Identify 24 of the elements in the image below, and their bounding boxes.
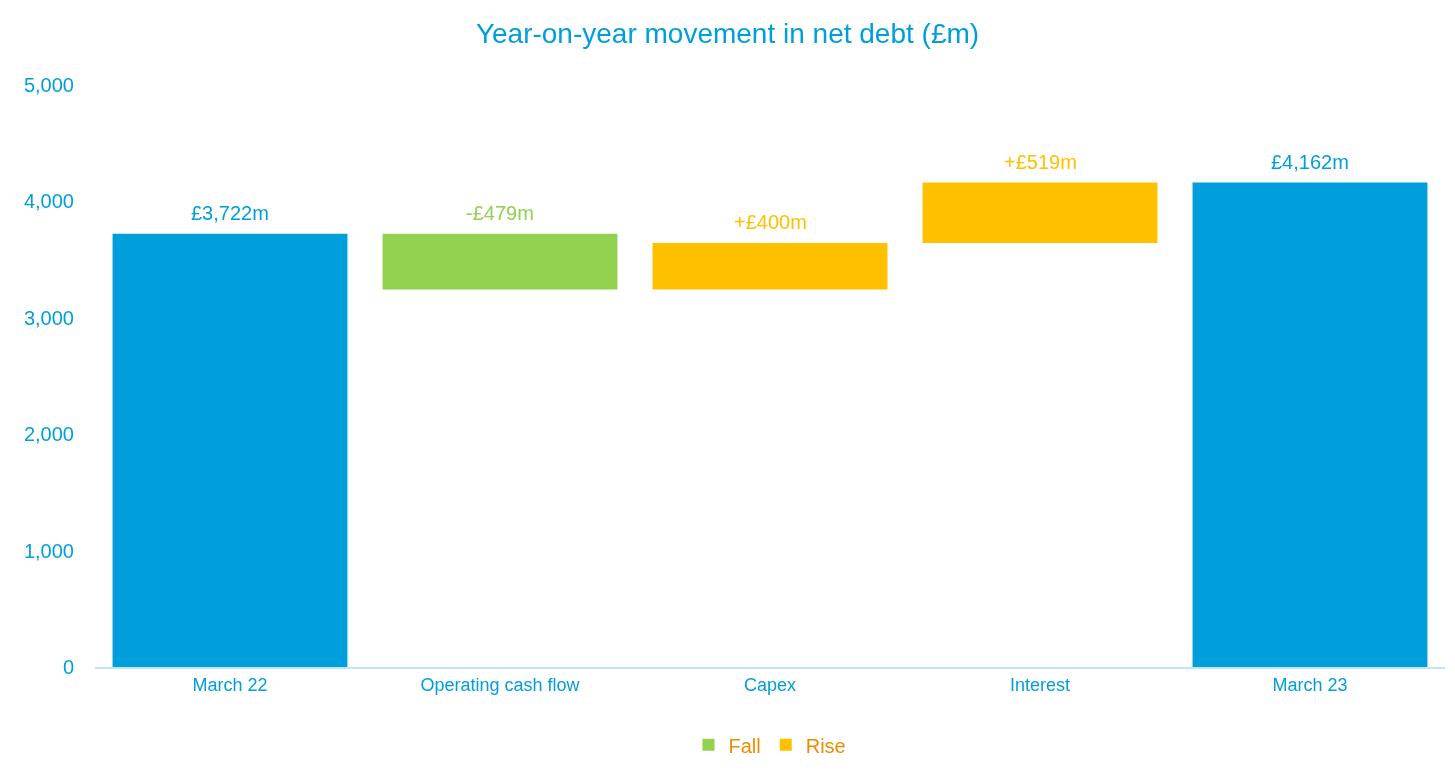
legend-label: Rise [805, 734, 846, 757]
legend-label: Fall [728, 734, 761, 757]
bar [1192, 182, 1428, 667]
data-label: £4,162m [1271, 151, 1349, 173]
data-label: £3,722m [191, 202, 269, 224]
data-label: +£519m [1004, 151, 1077, 173]
y-tick-label: 5,000 [23, 74, 74, 96]
bar [382, 233, 618, 290]
x-tick-label: Interest [1009, 674, 1071, 695]
data-label: -£479m [466, 202, 534, 224]
x-tick-label: Operating cash flow [420, 674, 581, 695]
x-tick-label: March 22 [192, 674, 268, 695]
bar [112, 233, 348, 667]
bar [652, 242, 888, 290]
bar [922, 182, 1158, 243]
y-tick-label: 4,000 [23, 190, 74, 213]
y-tick-label: 3,000 [23, 306, 74, 329]
y-tick-label: 2,000 [23, 423, 74, 446]
x-tick-label: Capex [743, 674, 797, 695]
data-label: +£400m [734, 211, 807, 233]
chart-title: Year-on-year movement in net debt (£m) [475, 17, 980, 49]
y-tick-label: 1,000 [23, 539, 74, 562]
x-tick-label: March 23 [1272, 674, 1348, 695]
y-tick-label: 0 [62, 656, 74, 678]
